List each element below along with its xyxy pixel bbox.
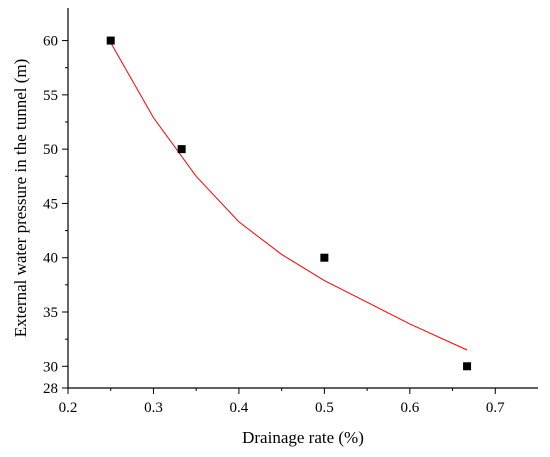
y-tick-label: 55 (43, 88, 58, 104)
y-axis-title: External water pressure in the tunnel (m… (11, 59, 30, 338)
y-tick-label: 40 (43, 251, 58, 267)
fitted-curve-line (110, 42, 468, 351)
x-tick-label: 0.6 (400, 400, 419, 416)
y-tick-label: 28 (43, 381, 58, 397)
y-tick-label: 60 (43, 34, 58, 50)
x-tick-label: 0.5 (315, 400, 334, 416)
data-point-square (463, 362, 472, 371)
x-tick-label: 0.2 (59, 400, 78, 416)
x-tick-label: 0.7 (486, 400, 505, 416)
fit-curve-layer (110, 42, 468, 351)
y-tick-label: 30 (43, 359, 58, 375)
x-axis-title: Drainage rate (%) (242, 428, 364, 447)
x-tick-label: 0.4 (230, 400, 249, 416)
data-point-square (320, 253, 329, 262)
data-point-square (177, 145, 186, 154)
x-tick-label: 0.3 (144, 400, 163, 416)
axes-layer (62, 8, 538, 394)
data-point-square (106, 36, 115, 45)
labels-layer: 0.2 0.3 0.4 0.5 0.6 0.7 28 30 35 40 45 50 55 60 Draina… (11, 34, 505, 447)
y-tick-label: 45 (43, 196, 58, 212)
points-layer (106, 36, 472, 371)
y-tick-label: 50 (43, 142, 58, 158)
y-tick-label: 35 (43, 305, 58, 321)
